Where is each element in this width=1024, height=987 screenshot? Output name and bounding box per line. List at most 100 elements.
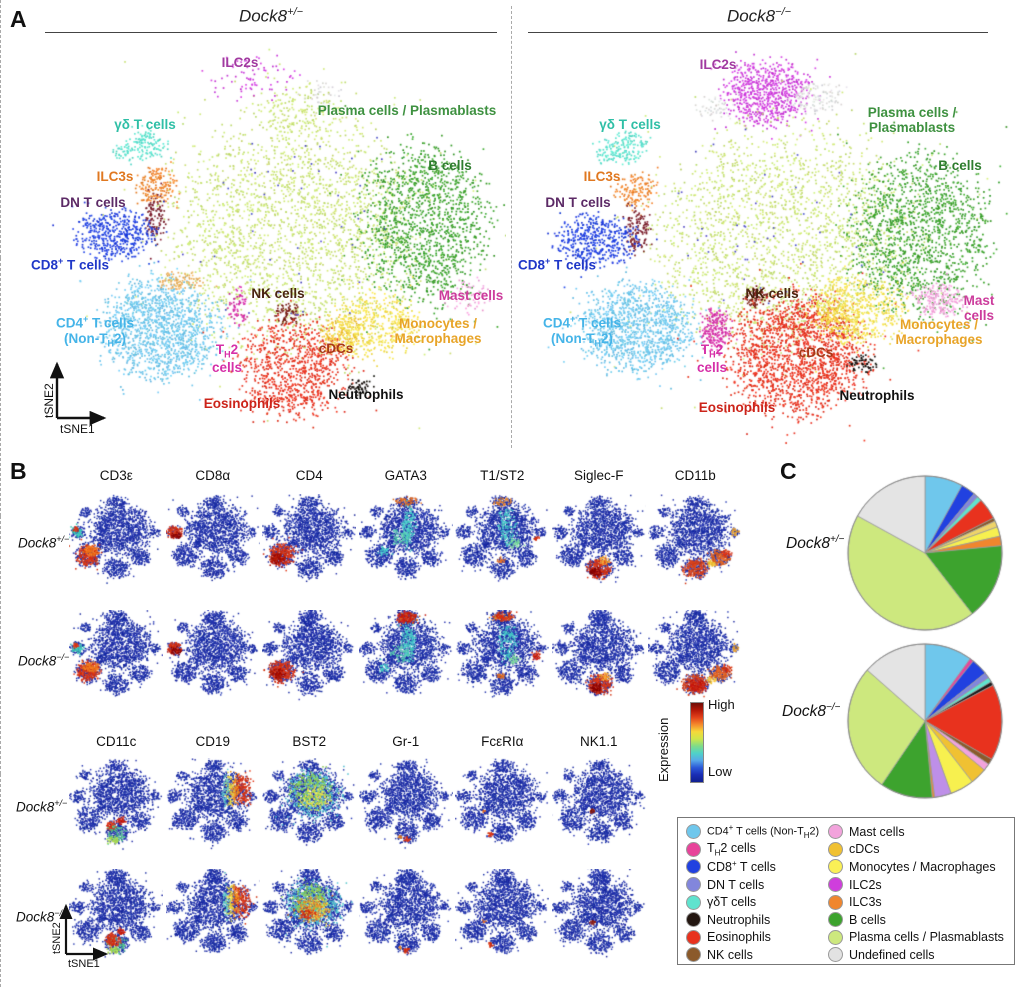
marker-header: BST2 bbox=[292, 734, 327, 749]
expression-map-ko bbox=[358, 869, 453, 963]
marker-header: Gr-1 bbox=[392, 734, 420, 749]
colorbar-title: Expression bbox=[656, 717, 671, 782]
legend-item: CD4+ T cells (Non-TH2) bbox=[686, 823, 819, 841]
legend-label: Monocytes / Macrophages bbox=[849, 859, 996, 874]
expression-map-het bbox=[455, 494, 550, 588]
expression-map-ko bbox=[455, 610, 550, 704]
pie-chart-het bbox=[844, 472, 1006, 634]
expression-map-het bbox=[551, 758, 646, 852]
expression-map-ko bbox=[455, 869, 550, 963]
legend-swatch-icon bbox=[686, 947, 701, 963]
expression-map-ko bbox=[648, 610, 743, 704]
legend-swatch-icon bbox=[686, 929, 701, 945]
panel-a-letter: A bbox=[10, 6, 27, 32]
panel-a-rule-het bbox=[45, 32, 497, 33]
panel-a-axis-x-label: tSNE1 bbox=[60, 422, 95, 436]
legend-label: ILC2s bbox=[849, 877, 882, 892]
legend-swatch-icon bbox=[828, 877, 843, 893]
legend-item: TH2 cells bbox=[686, 841, 819, 859]
marker-header: FcεRIα bbox=[481, 734, 524, 749]
expression-map-het bbox=[358, 494, 453, 588]
panel-b-row2-label-top: Dock8−/− bbox=[18, 652, 70, 669]
column-separator bbox=[0, 516, 1, 774]
column-separator bbox=[0, 774, 1, 987]
panel-a-divider bbox=[511, 6, 512, 448]
legend-swatch-icon bbox=[828, 912, 843, 928]
panel-a-rule-ko bbox=[528, 32, 988, 33]
expression-map-het bbox=[648, 494, 743, 588]
panel-b-axis-group: tSNE2 tSNE1 bbox=[44, 898, 124, 978]
expression-map-het bbox=[69, 758, 164, 852]
legend-label: CD4+ T cells (Non-TH2) bbox=[707, 823, 820, 841]
expression-map-het bbox=[262, 758, 357, 852]
legend-label: DN T cells bbox=[707, 877, 765, 892]
panel-a-axis-y-label: tSNE2 bbox=[42, 383, 56, 418]
tsne-plot-het-canvas bbox=[38, 46, 506, 448]
expression-map-ko bbox=[262, 610, 357, 704]
panel-b-axis-x-label: tSNE1 bbox=[68, 958, 100, 970]
column-separator bbox=[0, 258, 1, 516]
legend-item: Eosinophils bbox=[686, 929, 819, 947]
legend-item: NK cells bbox=[686, 946, 819, 964]
tsne-plot-ko-canvas bbox=[520, 46, 1014, 448]
legend-item: DN T cells bbox=[686, 876, 819, 894]
legend-label: CD8+ T cells bbox=[707, 859, 776, 875]
marker-header: CD4 bbox=[295, 468, 323, 483]
legend-label: Mast cells bbox=[849, 824, 905, 839]
marker-header: T1/ST2 bbox=[480, 468, 525, 483]
legend-item: Mast cells bbox=[828, 823, 1004, 841]
marker-header: CD11c bbox=[96, 734, 137, 749]
axis-arrows-icon bbox=[59, 903, 109, 961]
legend-swatch-icon bbox=[686, 912, 701, 928]
expression-map-ko bbox=[262, 869, 357, 963]
column-separator bbox=[0, 0, 1, 258]
legend-label: Plasma cells / Plasmablasts bbox=[849, 930, 1004, 945]
legend-item: Neutrophils bbox=[686, 911, 819, 929]
colorbar-high-label: High bbox=[708, 697, 735, 712]
expression-map-het bbox=[551, 494, 646, 588]
marker-header: CD11b bbox=[674, 468, 716, 483]
pie-chart-ko bbox=[844, 640, 1006, 802]
legend-item: cDCs bbox=[828, 841, 1004, 859]
pie-het-label: Dock8+/− bbox=[786, 534, 845, 553]
legend-label: Eosinophils bbox=[707, 930, 771, 945]
legend-swatch-icon bbox=[828, 841, 843, 857]
marker-header: GATA3 bbox=[384, 468, 427, 483]
legend-column-1: CD4+ T cells (Non-TH2) TH2 cells CD8+ T ce… bbox=[686, 823, 819, 964]
legend-item: γδT cells bbox=[686, 893, 819, 911]
panel-b-row1-label-bottom: Dock8+/− bbox=[16, 798, 68, 815]
marker-header: CD19 bbox=[195, 734, 231, 749]
expression-map-ko bbox=[69, 610, 164, 704]
legend-label: cDCs bbox=[849, 842, 880, 857]
panel-a-title-ko: Dock8−/− bbox=[726, 6, 792, 26]
panel-b-letter: B bbox=[10, 458, 27, 484]
legend-label: TH2 cells bbox=[707, 841, 756, 858]
colorbar-low-label: Low bbox=[708, 764, 732, 779]
expression-map-het bbox=[262, 494, 357, 588]
panel-b-row1-label-top: Dock8+/− bbox=[18, 534, 70, 551]
panel-a-title-het: Dock8+/− bbox=[238, 6, 304, 26]
marker-header: CD8α bbox=[195, 468, 231, 483]
legend-item: Monocytes / Macrophages bbox=[828, 858, 1004, 876]
legend-swatch-icon bbox=[828, 824, 843, 840]
legend-label: γδT cells bbox=[707, 895, 757, 910]
legend-item: Undefined cells bbox=[828, 946, 1004, 964]
expression-map-het bbox=[165, 758, 260, 852]
axis-arrows-icon bbox=[49, 361, 107, 426]
legend-label: B cells bbox=[849, 912, 886, 927]
panel-b-axis-y-label: tSNE2 bbox=[51, 922, 63, 954]
legend-label: ILC3s bbox=[849, 895, 882, 910]
legend-label: Neutrophils bbox=[707, 912, 771, 927]
legend-box: CD4+ T cells (Non-TH2) TH2 cells CD8+ T ce… bbox=[677, 817, 1015, 965]
pie-ko-label: Dock8−/− bbox=[782, 702, 841, 721]
legend-swatch-icon bbox=[686, 859, 701, 875]
expression-map-het bbox=[69, 494, 164, 588]
legend-item: ILC2s bbox=[828, 876, 1004, 894]
marker-header: NK1.1 bbox=[579, 734, 618, 749]
legend-swatch-icon bbox=[686, 894, 701, 910]
legend-swatch-icon bbox=[828, 894, 843, 910]
legend-item: Plasma cells / Plasmablasts bbox=[828, 929, 1004, 947]
expression-map-het bbox=[358, 758, 453, 852]
legend-item: CD8+ T cells bbox=[686, 858, 819, 876]
